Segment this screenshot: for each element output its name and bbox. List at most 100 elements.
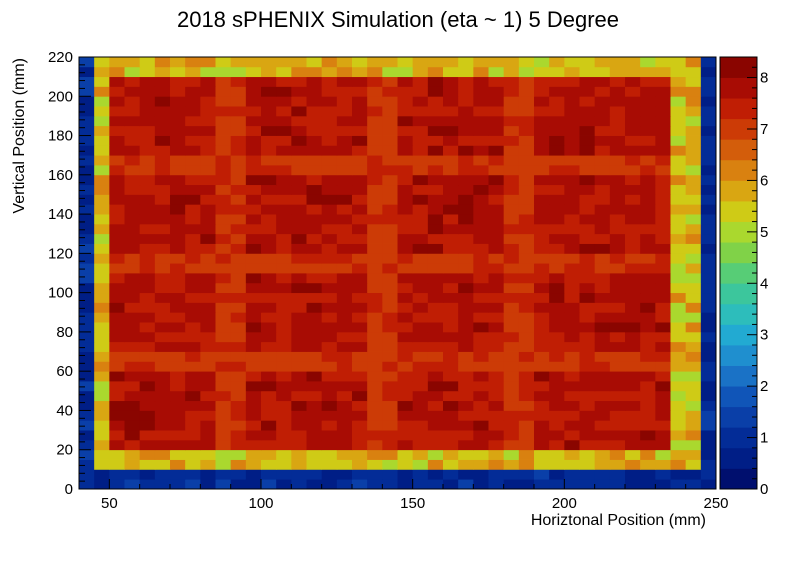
heatmap-cell: [655, 361, 671, 372]
heatmap-cell: [609, 194, 626, 205]
heatmap-cell: [685, 371, 702, 382]
heatmap-cell: [261, 204, 277, 215]
heatmap-cell: [124, 439, 141, 451]
heatmap-cell: [655, 292, 671, 303]
heatmap-cell: [215, 331, 232, 343]
heatmap-cell: [109, 430, 125, 441]
heatmap-cell: [579, 263, 596, 274]
heatmap-cell: [503, 135, 520, 146]
heatmap-cell: [352, 263, 368, 274]
heatmap-cell: [367, 204, 383, 215]
heatmap-cell: [625, 420, 641, 431]
heatmap-cell: [367, 165, 383, 176]
heatmap-cell: [412, 155, 429, 166]
heatmap-cell: [367, 420, 383, 431]
heatmap-cell: [397, 214, 414, 225]
heatmap-cell: [215, 469, 232, 480]
heatmap-cell: [79, 204, 95, 215]
heatmap-cell: [276, 381, 292, 392]
heatmap-cell: [306, 96, 323, 107]
heatmap-cell: [685, 390, 702, 402]
heatmap-cell: [609, 106, 626, 117]
heatmap-cell: [276, 233, 292, 244]
heatmap-cell: [321, 223, 338, 235]
heatmap-cell: [230, 459, 247, 470]
heatmap-cell: [245, 145, 262, 156]
heatmap-cell: [79, 282, 95, 294]
heatmap-cell: [427, 223, 444, 235]
heatmap-cell: [109, 106, 125, 117]
heatmap-cell: [609, 292, 626, 303]
heatmap-cell: [609, 361, 626, 372]
heatmap-cell: [503, 420, 520, 431]
heatmap-cell: [170, 282, 186, 294]
heatmap-cell: [382, 469, 398, 480]
heatmap-cell: [655, 214, 671, 225]
heatmap-cell: [79, 400, 95, 411]
heatmap-cell: [261, 263, 277, 274]
heatmap-cell: [185, 125, 201, 136]
heatmap-cell: [625, 184, 641, 195]
heatmap-cell: [336, 204, 353, 215]
heatmap-cell: [124, 125, 141, 136]
heatmap-cell: [458, 165, 474, 176]
heatmap-cell: [367, 135, 383, 146]
heatmap-cell: [306, 292, 323, 303]
heatmap-cell: [124, 76, 141, 87]
heatmap-cell: [336, 292, 353, 303]
heatmap-cell: [427, 106, 444, 117]
heatmap-cell: [276, 459, 292, 470]
heatmap-cell: [412, 243, 429, 254]
heatmap-cell: [579, 361, 596, 372]
heatmap-cell: [518, 400, 535, 411]
heatmap-cell: [245, 282, 262, 294]
heatmap-cell: [139, 331, 156, 343]
heatmap-cell: [397, 371, 414, 382]
heatmap-cell: [185, 184, 201, 195]
heatmap-cell: [473, 410, 489, 421]
y-tick-label: 200: [48, 88, 73, 105]
heatmap-cell: [321, 322, 338, 333]
heatmap-cell: [397, 410, 414, 421]
heatmap-cell: [670, 371, 687, 382]
heatmap-cell: [534, 341, 550, 352]
heatmap-cell: [306, 302, 323, 313]
heatmap-cell: [427, 302, 444, 313]
heatmap-cell: [670, 361, 687, 372]
heatmap-cell: [382, 135, 398, 146]
heatmap-cell: [367, 459, 383, 470]
heatmap-cell: [154, 420, 171, 431]
heatmap-cell: [367, 253, 383, 264]
heatmap-cell: [625, 233, 641, 244]
heatmap-cell: [594, 302, 611, 313]
heatmap-cell: [109, 253, 125, 264]
heatmap-cell: [670, 282, 687, 294]
heatmap-cell: [412, 361, 429, 372]
heatmap-cell: [488, 145, 505, 156]
heatmap-cell: [382, 243, 398, 254]
heatmap-cell: [549, 361, 565, 372]
heatmap-cell: [534, 86, 550, 97]
heatmap-cell: [352, 125, 368, 136]
heatmap-cell: [534, 351, 550, 362]
heatmap-cell: [564, 430, 580, 441]
heatmap-cell: [336, 125, 353, 136]
heatmap-cell: [655, 420, 671, 431]
heatmap-cell: [579, 430, 596, 441]
heatmap-cell: [79, 243, 95, 254]
heatmap-cell: [124, 253, 141, 264]
heatmap-cell: [397, 341, 414, 352]
heatmap-cell: [245, 430, 262, 441]
heatmap-cell: [564, 341, 580, 352]
heatmap-cell: [549, 223, 565, 235]
heatmap-cell: [397, 430, 414, 441]
heatmap-cell: [154, 439, 171, 451]
heatmap-cell: [473, 322, 489, 333]
heatmap-cell: [306, 322, 323, 333]
heatmap-cell: [245, 302, 262, 313]
heatmap-cell: [473, 135, 489, 146]
heatmap-cell: [670, 400, 687, 411]
heatmap-cell: [443, 253, 459, 264]
heatmap-cell: [306, 135, 323, 146]
heatmap-cell: [670, 214, 687, 225]
